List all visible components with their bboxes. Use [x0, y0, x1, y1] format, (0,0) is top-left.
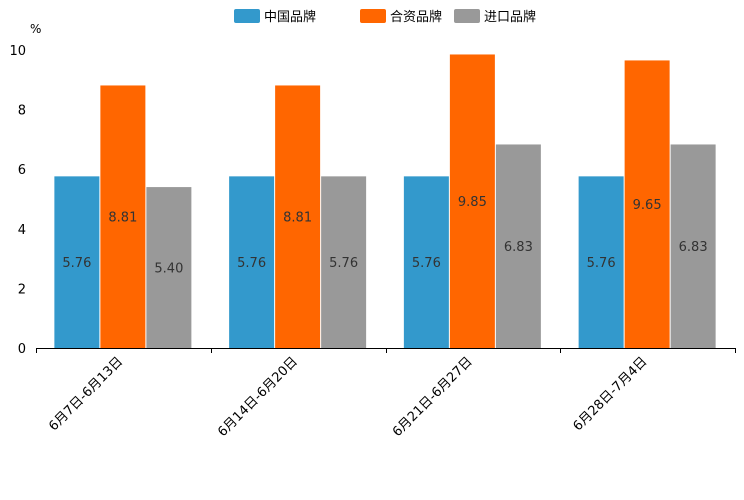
data-label-1-3: 5.76: [412, 256, 441, 271]
legend-label-3: 进口品牌: [484, 9, 536, 25]
legend-label-1: 中国品牌: [264, 9, 316, 25]
y-tick-label-5: 8: [18, 104, 26, 119]
bar-2-3: [449, 54, 495, 348]
bar-1-3: [403, 176, 449, 348]
data-label-2-2: 8.81: [283, 211, 312, 226]
legend-label-2: 合资品牌: [390, 9, 442, 25]
data-labels-group: 5.76 8.81 5.40 5.76 8.81 5.76 5.76 9.85 6.83 5.76…: [62, 195, 707, 276]
bar-2-1: [100, 85, 146, 348]
data-label-1-1: 5.76: [62, 256, 91, 271]
x-tick-label-3: 6月21日-6月27日: [390, 354, 476, 440]
x-tick-label-2: 6月14日-6月20日: [215, 354, 301, 440]
legend-swatch-1: [234, 9, 260, 23]
y-tick-label-6: 10: [9, 44, 26, 59]
bar-2-4: [624, 60, 670, 349]
data-label-3-1: 5.40: [154, 262, 183, 277]
data-label-1-2: 5.76: [237, 256, 266, 271]
bar-3-2: [321, 176, 367, 348]
bar-3-1: [146, 187, 192, 348]
x-tick-label-1: 6月7日-6月13日: [46, 354, 126, 434]
data-label-1-4: 5.76: [587, 256, 616, 271]
bar-3-4: [670, 144, 716, 348]
y-tick-label-1: 0: [18, 342, 26, 357]
bar-1-2: [229, 176, 275, 348]
bars-group: [54, 54, 716, 349]
bar-1-4: [578, 176, 624, 348]
data-label-2-4: 9.65: [633, 198, 662, 213]
legend-swatch-2: [360, 9, 386, 23]
bar-2-2: [275, 85, 321, 348]
legend-swatch-3: [454, 9, 480, 23]
y-axis-unit-label: %: [30, 22, 41, 36]
data-label-2-3: 9.85: [458, 195, 487, 210]
y-tick-label-3: 4: [18, 223, 26, 238]
bar-1-1: [54, 176, 100, 348]
data-label-3-4: 6.83: [679, 240, 708, 255]
data-label-2-1: 8.81: [108, 211, 137, 226]
y-tick-label-4: 6: [18, 163, 26, 178]
data-label-3-3: 6.83: [504, 240, 533, 255]
data-label-3-2: 5.76: [329, 256, 358, 271]
bar-3-3: [495, 144, 541, 348]
legend: 中国品牌 合资品牌 进口品牌: [234, 9, 536, 25]
x-tick-label-4: 6月28日-7月4日: [571, 354, 651, 434]
y-tick-label-2: 2: [18, 282, 26, 297]
